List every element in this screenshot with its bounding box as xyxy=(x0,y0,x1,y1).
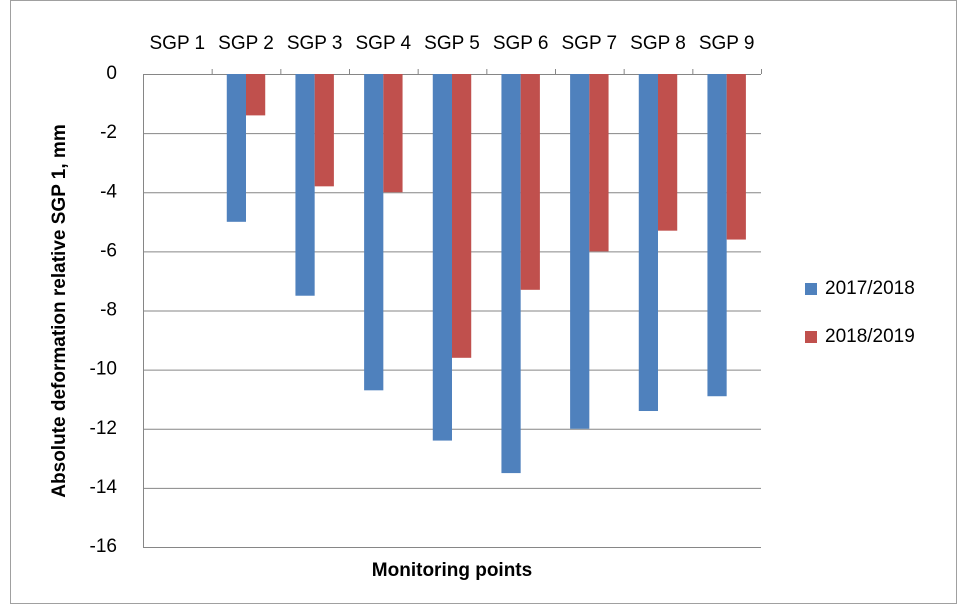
y-axis-label: Absolute deformation relative SGP 1, mm xyxy=(49,124,70,497)
bar xyxy=(726,74,746,240)
bar xyxy=(226,74,246,222)
x-tick-label: SGP 3 xyxy=(287,33,343,54)
bar xyxy=(589,74,609,252)
bar xyxy=(570,74,590,429)
bar xyxy=(314,74,334,187)
bar xyxy=(638,74,658,412)
bar xyxy=(452,74,472,358)
x-axis-label: Monitoring points xyxy=(372,560,532,581)
x-tick-label: SGP 9 xyxy=(699,33,755,54)
y-tick-label: 0 xyxy=(106,63,117,84)
bar xyxy=(246,74,266,116)
legend-swatch xyxy=(805,283,817,295)
x-tick-label: SGP 2 xyxy=(218,33,274,54)
y-tick-label: -16 xyxy=(90,536,117,557)
bar xyxy=(364,74,384,391)
y-tick-label: -12 xyxy=(90,418,117,439)
x-tick-label: SGP 5 xyxy=(424,33,480,54)
y-tick-label: -14 xyxy=(90,477,118,498)
bar xyxy=(383,74,403,193)
y-tick-label: -2 xyxy=(100,122,117,143)
x-tick-label: SGP 8 xyxy=(630,33,686,54)
y-tick-label: -8 xyxy=(100,300,117,321)
bar xyxy=(295,74,315,296)
legend-label: 2018/2019 xyxy=(825,326,915,347)
y-tick-label: -10 xyxy=(90,359,117,380)
bar xyxy=(432,74,452,441)
bar xyxy=(501,74,521,474)
x-tick-label: SGP 7 xyxy=(562,33,618,54)
y-tick-label: -6 xyxy=(100,240,117,261)
legend-label: 2017/2018 xyxy=(825,278,915,299)
x-tick-label: SGP 4 xyxy=(356,33,412,54)
bar xyxy=(520,74,540,290)
bar xyxy=(707,74,727,397)
x-tick-label: SGP 1 xyxy=(150,33,206,54)
bar xyxy=(658,74,678,231)
chart-border xyxy=(10,0,957,604)
legend-swatch xyxy=(805,331,817,343)
y-tick-label: -4 xyxy=(100,181,117,202)
x-tick-label: SGP 6 xyxy=(493,33,549,54)
